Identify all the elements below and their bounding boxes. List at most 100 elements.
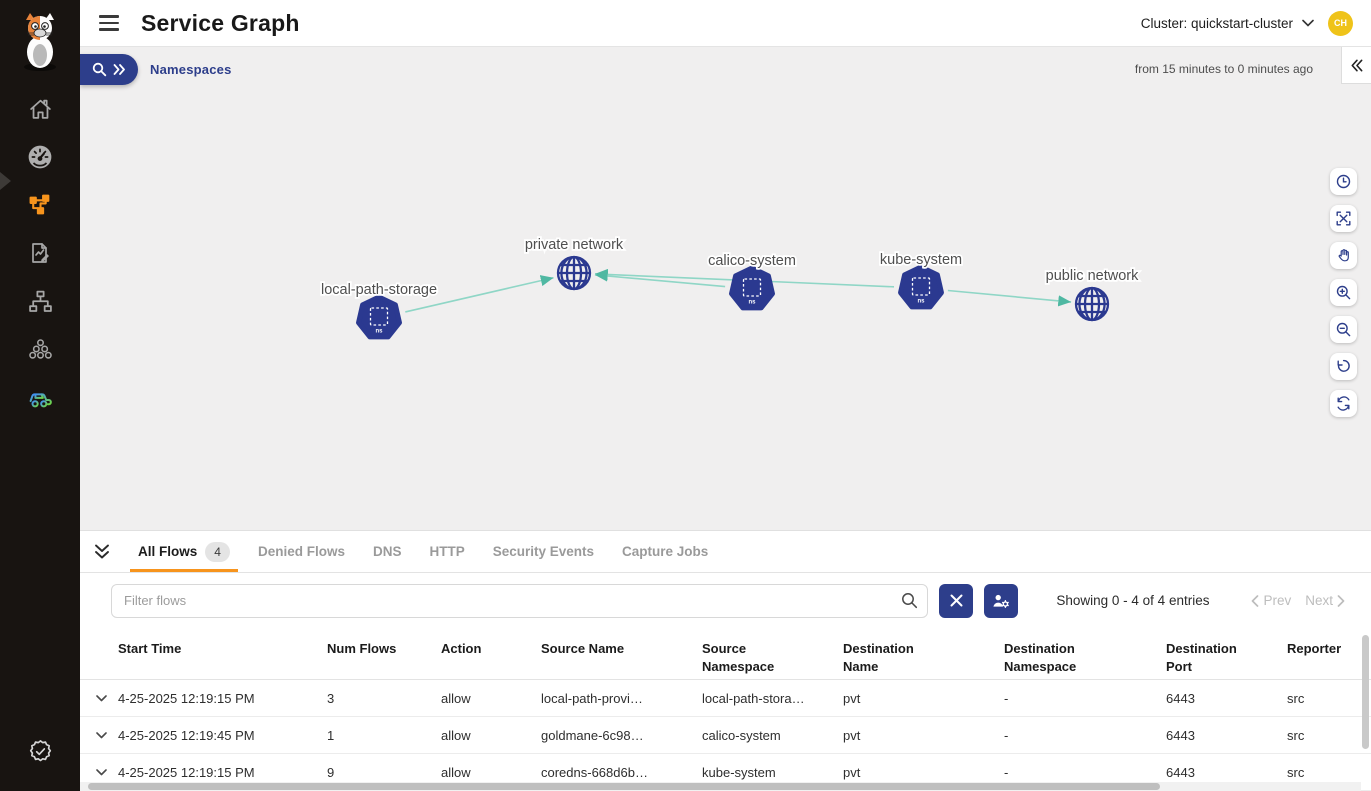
sidebar-item-home[interactable]: [0, 85, 80, 133]
graph-node-local-path-storage[interactable]: ns local-path-storage: [319, 280, 439, 340]
tab-label: Denied Flows: [257, 544, 345, 559]
graph-node-calico-system[interactable]: ns calico-system: [706, 251, 798, 311]
sidebar-item-network-sets[interactable]: [0, 277, 80, 325]
graph-search-button[interactable]: [80, 54, 138, 85]
flows-panel: All Flows 4 Denied Flows DNS HTTP Security Ev…: [80, 530, 1371, 791]
search-icon: [92, 62, 107, 77]
table-cell: coredns-668d6b…: [541, 764, 648, 780]
graph-node-kube-system[interactable]: ns kube-system: [878, 250, 964, 310]
table-cell: goldmane-6c98…: [541, 727, 644, 743]
table-cell: 6443: [1166, 727, 1195, 743]
home-icon: [29, 99, 51, 119]
cluster-selector-label: Cluster: quickstart-cluster: [1140, 15, 1293, 31]
flows-table-body: 4-25-2025 12:19:15 PM 3 allow local-path-pr…: [80, 680, 1371, 791]
edge-local-path-storage-to-private-network[interactable]: [405, 275, 554, 313]
search-icon: [902, 592, 918, 608]
namespace-badge: ns: [748, 300, 756, 306]
report-edit-icon: [32, 243, 49, 263]
breadcrumb[interactable]: Namespaces: [150, 62, 232, 77]
sidebar-item-service-graph[interactable]: [0, 181, 80, 229]
clear-filter-button[interactable]: [939, 583, 973, 618]
chevron-right-icon: [1337, 594, 1345, 607]
table-row[interactable]: 4-25-2025 12:19:15 PM 3 allow local-path-pr…: [80, 680, 1371, 717]
tab-denied-flows[interactable]: Denied Flows: [244, 531, 359, 572]
graph-node-private-network[interactable]: private network: [523, 235, 626, 291]
undo-layout-button[interactable]: [1330, 353, 1357, 380]
zoom-in-icon: [1336, 285, 1351, 300]
sidebar-item-clusters[interactable]: [0, 325, 80, 373]
table-cell: 6443: [1166, 690, 1195, 706]
double-chevron-down-icon: [95, 544, 109, 559]
cluster-selector[interactable]: Cluster: quickstart-cluster: [1141, 16, 1314, 31]
entries-count-label: Showing 0 - 4 of 4 entries: [1056, 593, 1210, 608]
flows-table-header: Start Time Num Flows Action Source Name Sour…: [80, 628, 1371, 680]
tab-dns[interactable]: DNS: [359, 531, 416, 572]
history-clock-button[interactable]: [1330, 168, 1357, 195]
table-cell: allow: [441, 727, 471, 743]
column-header-destination-port: Destination Port: [1166, 641, 1237, 674]
sidebar-item-reports[interactable]: [0, 229, 80, 277]
filter-flows-input[interactable]: [111, 583, 928, 618]
avatar[interactable]: CH: [1328, 10, 1353, 36]
table-cell: -: [1004, 727, 1009, 743]
tab-capture-jobs[interactable]: Capture Jobs: [608, 531, 722, 572]
sidebar-item-compliance[interactable]: [0, 729, 80, 773]
table-cell: 4-25-2025 12:19:15 PM: [118, 690, 255, 706]
close-icon: [950, 594, 962, 607]
table-cell: allow: [441, 690, 471, 706]
double-chevron-left-icon: [1351, 59, 1363, 71]
table-cell: 9: [327, 764, 335, 780]
table-cell: 4-25-2025 12:19:15 PM: [118, 764, 255, 780]
car-icon: [29, 392, 52, 407]
refresh-layout-button[interactable]: [1330, 390, 1357, 417]
cluster-nodes-icon: [28, 338, 52, 359]
column-header-action: Action: [441, 641, 482, 656]
tab-count-badge: 4: [205, 541, 230, 562]
table-row[interactable]: 4-25-2025 12:19:45 PM 1 allow goldmane-6c98…: [80, 717, 1371, 754]
zoom-out-button[interactable]: [1330, 316, 1357, 343]
service-graph-canvas: ns local-path-storage private network ns cal…: [80, 47, 1371, 530]
edge-calico-system-to-private-network[interactable]: [594, 270, 726, 288]
node-label: calico-system: [708, 253, 796, 269]
tab-security-events[interactable]: Security Events: [479, 531, 608, 572]
table-cell: 6443: [1166, 764, 1195, 780]
namespace-badge: ns: [917, 299, 925, 305]
prev-page-button[interactable]: Prev: [1251, 593, 1291, 608]
user-gear-icon: [993, 594, 1009, 608]
tab-label: Capture Jobs: [622, 544, 709, 559]
column-settings-button[interactable]: [984, 583, 1018, 618]
gauge-icon: [28, 145, 52, 169]
column-header-destination-name: Destination Name: [843, 641, 914, 674]
collapse-panel-button[interactable]: [80, 531, 124, 572]
tab-all-flows[interactable]: All Flows 4: [124, 531, 244, 572]
pan-hand-button[interactable]: [1330, 242, 1357, 269]
hamburger-menu-icon[interactable]: [97, 11, 121, 35]
sidebar-item-workloads[interactable]: [0, 373, 80, 421]
table-cell: local-path-stora…: [702, 690, 805, 706]
column-header-destination-namespace: Destination Namespace: [1004, 641, 1077, 674]
node-label: public network: [1046, 268, 1139, 284]
zoom-in-button[interactable]: [1330, 279, 1357, 306]
undo-icon: [1337, 359, 1350, 372]
expand-right-panel-button[interactable]: [1341, 47, 1371, 84]
graph-node-public-network[interactable]: public network: [1044, 266, 1141, 322]
refresh-icon: [1337, 396, 1350, 411]
horizontal-scrollbar[interactable]: [88, 783, 1160, 790]
edge-kube-system-to-public-network[interactable]: [947, 289, 1072, 307]
top-header: Service Graph Cluster: quickstart-cluste…: [80, 0, 1371, 47]
row-expand-chevron-icon[interactable]: [96, 731, 118, 739]
row-expand-chevron-icon[interactable]: [96, 768, 118, 776]
table-cell: kube-system: [702, 764, 776, 780]
tab-http[interactable]: HTTP: [415, 531, 478, 572]
row-expand-chevron-icon[interactable]: [96, 694, 118, 702]
column-header-reporter: Reporter: [1287, 641, 1342, 656]
column-header-source-namespace: Source Namespace: [702, 641, 775, 674]
sidebar-item-dashboards[interactable]: [0, 133, 80, 181]
fit-screen-button[interactable]: [1330, 205, 1357, 232]
history-clock-icon: [1336, 174, 1351, 189]
table-cell: 3: [327, 690, 335, 706]
vertical-scrollbar[interactable]: [1362, 635, 1369, 749]
next-page-button[interactable]: Next: [1305, 593, 1345, 608]
seal-check-icon: [29, 739, 51, 761]
globe-icon: [1074, 286, 1110, 322]
